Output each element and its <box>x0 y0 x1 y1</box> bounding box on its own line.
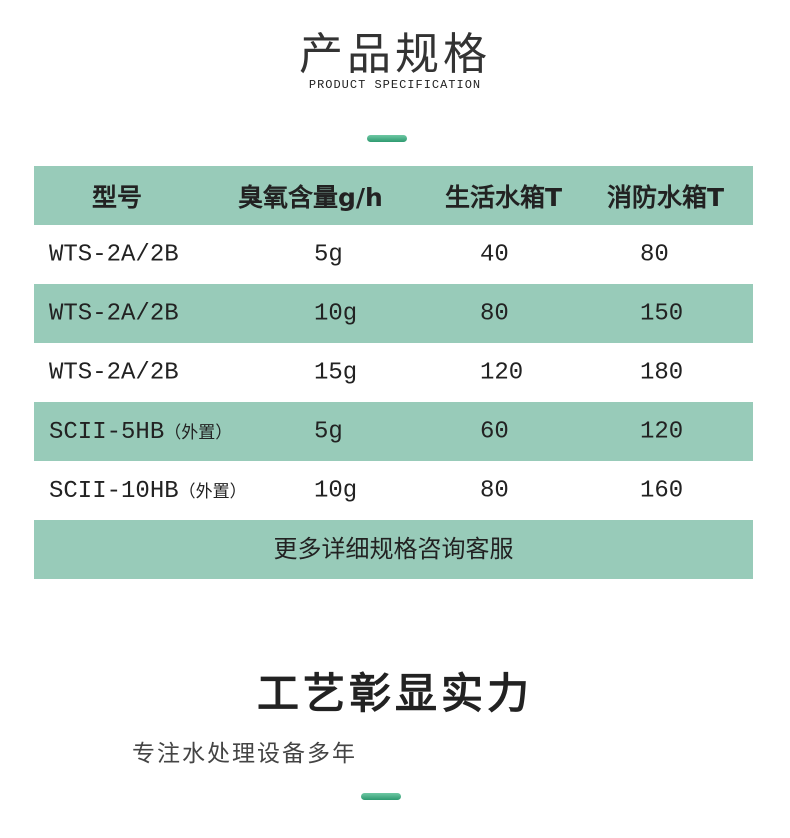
model-cell: WTS-2A/2B <box>49 359 179 386</box>
header-model: 型号 <box>92 182 143 212</box>
living-tank-cell: 120 <box>480 359 524 386</box>
fire-tank-cell: 160 <box>640 477 684 504</box>
section2-subtitle: 专注水处理设备多年 <box>132 741 357 767</box>
section2-title: 工艺彰显实力 <box>256 669 533 718</box>
ozone-cell: 15g <box>314 359 358 386</box>
divider-bar <box>367 135 407 142</box>
model-note: （外置） <box>178 481 247 502</box>
spec-table: 型号 臭氧含量g/h 生活水箱T 消防水箱T WTS-2A/2B 5g 40 80 WT… <box>34 166 753 579</box>
model-cell: WTS-2A/2B <box>49 241 179 268</box>
fire-tank-cell: 180 <box>640 359 684 386</box>
fire-tank-cell: 80 <box>640 241 669 268</box>
model-cell: WTS-2A/2B <box>49 300 179 327</box>
model-cell: SCII-5HB（外置） <box>49 418 232 446</box>
ozone-cell: 5g <box>314 241 343 268</box>
living-tank-cell: 80 <box>480 477 509 504</box>
table-row: SCII-5HB（外置） 5g 60 120 <box>34 402 753 461</box>
header-ozone: 臭氧含量g/h <box>238 182 383 212</box>
ozone-cell: 5g <box>314 418 343 445</box>
fire-tank-cell: 120 <box>640 418 684 445</box>
ozone-cell: 10g <box>314 300 358 327</box>
table-footer: 更多详细规格咨询客服 <box>34 520 753 579</box>
model-cell: SCII-10HB（外置） <box>49 477 247 505</box>
model-name: SCII-5HB <box>49 418 165 446</box>
ozone-cell: 10g <box>314 477 358 504</box>
living-tank-cell: 80 <box>480 300 509 327</box>
table-header: 型号 臭氧含量g/h 生活水箱T 消防水箱T <box>34 166 753 225</box>
table-row: WTS-2A/2B 5g 40 80 <box>34 225 753 284</box>
table-row: WTS-2A/2B 15g 120 180 <box>34 343 753 402</box>
section-title: 产品规格 <box>299 29 491 80</box>
header-fire: 消防水箱T <box>607 182 725 212</box>
table-row: SCII-10HB（外置） 10g 80 160 <box>34 461 753 520</box>
living-tank-cell: 40 <box>480 241 509 268</box>
section-subtitle: PRODUCT SPECIFICATION <box>308 78 482 92</box>
fire-tank-cell: 150 <box>640 300 684 327</box>
header-living: 生活水箱T <box>445 182 563 212</box>
model-note: （外置） <box>164 422 233 443</box>
living-tank-cell: 60 <box>480 418 509 445</box>
divider-bar <box>361 793 401 800</box>
table-row: WTS-2A/2B 10g 80 150 <box>34 284 753 343</box>
model-name: SCII-10HB <box>49 477 179 505</box>
